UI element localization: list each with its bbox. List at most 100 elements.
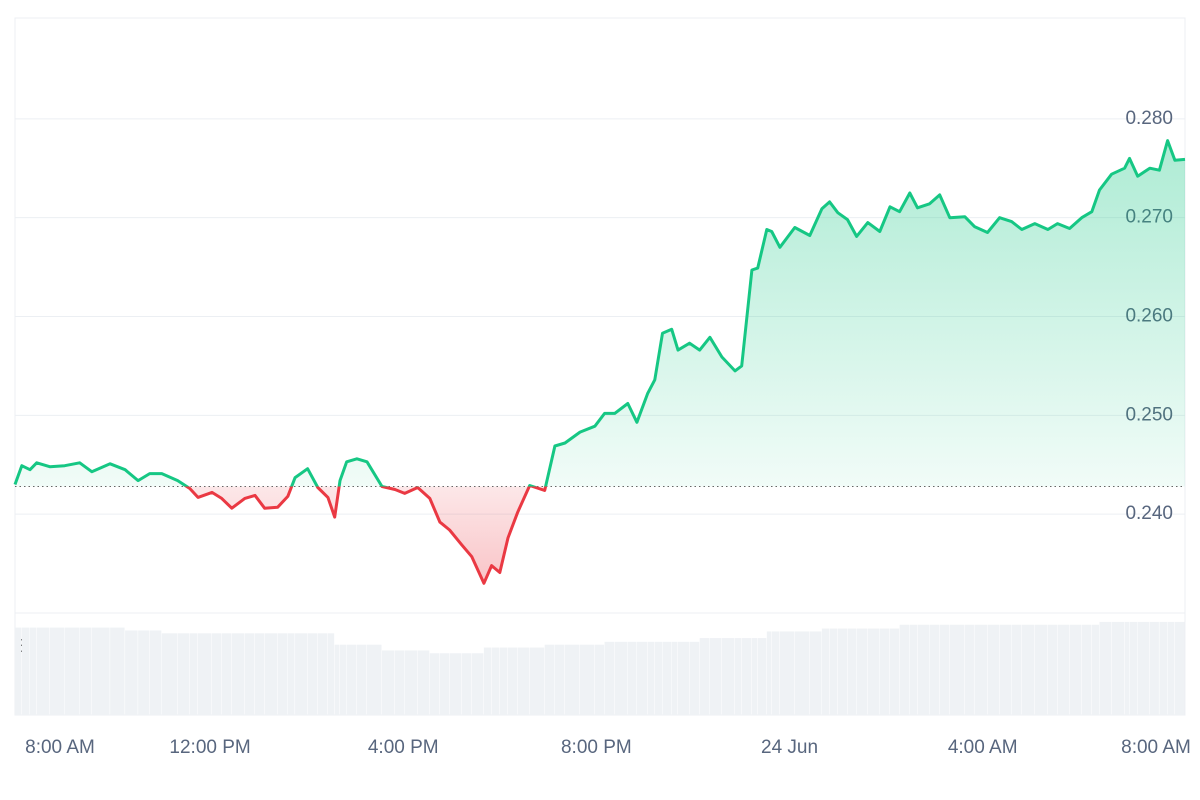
volume-bar — [614, 641, 628, 715]
volume-bar — [277, 633, 288, 715]
volume-bar — [1034, 624, 1048, 715]
volume-bar — [439, 653, 450, 715]
volume-bar — [36, 627, 50, 715]
volume-bar — [837, 628, 847, 715]
volume-bar — [939, 624, 950, 715]
volume-bar — [198, 633, 212, 715]
volume-bar — [21, 627, 30, 715]
volume-bar — [471, 653, 484, 715]
volume-bar — [529, 647, 545, 715]
volume-bar — [751, 638, 758, 715]
volume-bar — [627, 641, 637, 715]
volume-bar — [295, 633, 308, 715]
x-tick-label: 4:00 AM — [948, 737, 1018, 758]
volume-bar — [417, 650, 430, 715]
volume-bar — [899, 624, 910, 715]
volume-bar — [779, 631, 795, 715]
volume-bar — [794, 631, 810, 715]
volume-bar — [1111, 621, 1125, 715]
volume-bar — [677, 641, 690, 715]
volume-bar — [254, 633, 265, 715]
volume-bar — [1091, 624, 1100, 715]
volume-bar — [138, 630, 150, 715]
volume-bar — [91, 627, 110, 715]
volume-bar — [212, 633, 222, 715]
volume-bar — [1174, 621, 1185, 715]
volume-bar — [449, 653, 462, 715]
y-tick-label: 0.240 — [1125, 503, 1173, 524]
volume-bar — [404, 650, 418, 715]
volume-bar — [381, 650, 395, 715]
volume-bar — [161, 633, 178, 715]
volume-bar — [671, 641, 678, 715]
volume-bar — [461, 653, 472, 715]
volume-bar — [244, 633, 255, 715]
volume-bar — [1129, 621, 1138, 715]
volume-bar — [356, 644, 367, 715]
volume-bar — [909, 624, 917, 715]
volume-bar — [491, 647, 500, 715]
volume-bar — [1081, 624, 1092, 715]
volume-bar — [987, 624, 1000, 715]
volume-bar — [654, 641, 663, 715]
volume-bar — [1167, 621, 1175, 715]
volume-bar — [1124, 621, 1129, 715]
volume-bar — [1011, 624, 1022, 715]
volume-bar — [564, 644, 580, 715]
volume-bar — [189, 633, 198, 715]
volume-bar — [554, 644, 565, 715]
volume-bar — [287, 633, 295, 715]
x-tick-label: 4:00 PM — [368, 737, 439, 758]
volume-bar — [49, 627, 65, 715]
volume-bar — [1021, 624, 1035, 715]
volume-bar — [689, 641, 700, 715]
volume-bar — [1185, 621, 1186, 715]
volume-bar — [15, 627, 22, 715]
volume-bar — [757, 638, 767, 715]
volume-bar — [544, 644, 555, 715]
volume-bar — [889, 628, 900, 715]
volume-bar — [110, 627, 125, 715]
volume-bar — [699, 638, 710, 715]
volume-bar — [999, 624, 1012, 715]
volume-bar — [604, 641, 615, 715]
volume-bar — [1137, 621, 1150, 715]
volume-bar — [1069, 624, 1082, 715]
volume-bar — [231, 633, 245, 715]
volume-bar — [636, 641, 648, 715]
volume-bar — [517, 647, 530, 715]
volume-bar — [367, 644, 382, 715]
volume-bar — [821, 628, 830, 715]
x-tick-label: 12:00 PM — [169, 737, 250, 758]
x-tick-label: 8:00 AM — [25, 737, 95, 758]
volume-bar — [327, 633, 335, 715]
volume-bar — [662, 641, 672, 715]
x-tick-label: 8:00 AM — [1121, 737, 1191, 758]
volume-bar — [829, 628, 838, 715]
volume-bar — [847, 628, 857, 715]
volume-bar — [917, 624, 930, 715]
volume-bar — [395, 650, 405, 715]
volume-bar — [856, 628, 868, 715]
x-tick-label: 24 Jun — [761, 737, 818, 758]
volume-bar — [177, 633, 190, 715]
volume-bar — [647, 641, 655, 715]
volume-bar — [949, 624, 965, 715]
volume-bar — [741, 638, 752, 715]
volume-bar — [1159, 621, 1168, 715]
volume-bar — [307, 633, 318, 715]
volume-bar — [1149, 621, 1159, 715]
volume-bar — [339, 644, 347, 715]
volume-bar — [317, 633, 328, 715]
volume-bar — [1099, 621, 1112, 715]
volume-bar — [929, 624, 940, 715]
volume-bar — [483, 647, 492, 715]
price-line — [13, 139, 1186, 585]
volume-bar — [709, 638, 722, 715]
volume-bar — [334, 644, 340, 715]
volume-bar — [879, 628, 890, 715]
volume-bar — [264, 633, 278, 715]
price-area — [15, 140, 1185, 584]
volume-bar — [346, 644, 357, 715]
